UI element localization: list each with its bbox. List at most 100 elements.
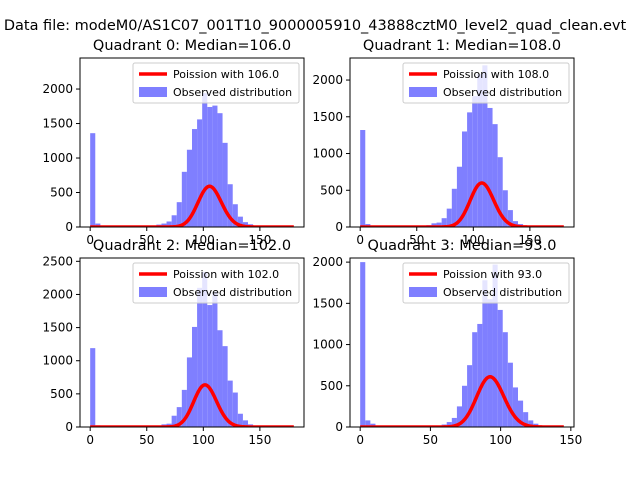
poisson-line (89, 383, 295, 427)
x-tick-label: 0 (86, 433, 94, 447)
y-tick-label: 2000 (42, 287, 73, 301)
histogram-bar (472, 96, 478, 227)
axes-frame (349, 257, 575, 428)
histogram-bar (237, 413, 243, 427)
histogram-bar (202, 271, 208, 427)
y-tick-label: 2000 (42, 82, 73, 96)
plot-area (89, 271, 295, 427)
y-tick-label: 1000 (312, 147, 343, 161)
x-tick-label: 150 (248, 433, 271, 447)
y-tick-label: 500 (50, 387, 73, 401)
histogram-bar (90, 348, 96, 427)
x-tick-label: 50 (139, 233, 154, 247)
x-tick-label: 150 (559, 433, 582, 447)
histogram-bar (456, 406, 462, 427)
histogram-bar (227, 380, 233, 427)
x-tick-label: 0 (356, 233, 364, 247)
histogram-bar (477, 74, 483, 227)
histogram-bar (232, 392, 238, 427)
y-tick-label: 1500 (42, 117, 73, 131)
legend-label: Poission with 93.0 (443, 268, 542, 281)
subplot-title: Quadrant 0: Median=106.0 (93, 38, 291, 54)
histogram-bar (197, 119, 203, 227)
histogram-bar (212, 291, 218, 427)
x-tick-label: 100 (192, 233, 215, 247)
y-tick-label: 1500 (42, 321, 73, 335)
histogram-bar (222, 142, 228, 227)
histogram-bar (502, 190, 508, 227)
legend-label: Observed distribution (173, 86, 292, 99)
histogram-bar (462, 131, 468, 227)
histogram-bar (171, 415, 177, 427)
x-tick-label: 0 (86, 233, 94, 247)
plot-area (89, 93, 295, 227)
histogram-bar (528, 420, 534, 427)
histogram-bar (242, 222, 248, 227)
histogram-bar (197, 287, 203, 427)
histogram-bar (207, 106, 213, 227)
histogram-bar (507, 210, 513, 227)
x-tick-label: 50 (409, 233, 424, 247)
histogram-bar (166, 221, 172, 227)
y-tick-label: 2500 (42, 254, 73, 268)
legend-bar-swatch (409, 287, 437, 297)
histogram-bar (181, 171, 187, 227)
histogram-bar (446, 208, 452, 227)
histogram-bar (207, 305, 213, 427)
histogram-bar (451, 188, 457, 227)
histogram-bar (451, 417, 457, 427)
y-tick-label: 1000 (312, 338, 343, 352)
legend-bar-swatch (409, 87, 437, 97)
y-tick-label: 2000 (312, 73, 343, 87)
histogram-bar (487, 107, 493, 227)
subplot-title: Quadrant 2: Median=102.0 (93, 238, 291, 254)
figure-suptitle: Data file: modeM0/AS1C07_001T10_90000059… (3, 18, 627, 34)
legend-label: Observed distribution (443, 286, 562, 299)
axes-frame (79, 57, 305, 228)
histogram-bar (192, 129, 198, 227)
histogram-bar (242, 420, 248, 427)
histogram-bar (202, 93, 208, 227)
histogram-bar (502, 332, 508, 427)
histogram-bar (436, 222, 442, 227)
histogram-bar (512, 221, 518, 227)
y-tick-label: 1500 (312, 110, 343, 124)
x-tick-label: 50 (139, 433, 154, 447)
histogram-bar (492, 124, 498, 227)
histogram-bar (176, 407, 182, 427)
histogram-bar (441, 218, 447, 227)
legend-label: Observed distribution (173, 286, 292, 299)
axes-frame (79, 257, 305, 428)
histogram-bar (446, 422, 452, 427)
histogram-bar (181, 389, 187, 427)
legend-box (402, 262, 570, 304)
y-tick-label: 1000 (42, 151, 73, 165)
y-tick-label: 0 (335, 420, 343, 434)
y-tick-label: 500 (320, 183, 343, 197)
histogram-bar (365, 420, 371, 427)
histogram-bar (360, 262, 366, 427)
histogram-bar (507, 362, 513, 427)
histogram-bar (523, 412, 529, 427)
histogram-bar (186, 149, 192, 227)
subplot-title: Quadrant 3: Median=93.0 (368, 238, 557, 254)
histogram-bar (482, 280, 488, 427)
y-tick-label: 0 (65, 420, 73, 434)
histogram-bar (186, 357, 192, 427)
x-tick-label: 0 (356, 433, 364, 447)
histogram-bar (512, 387, 518, 427)
y-tick-label: 0 (65, 220, 73, 234)
legend: Poission with 108.0 Observed distribution (402, 62, 570, 104)
x-tick-label: 150 (518, 233, 541, 247)
legend-label: Poission with 102.0 (173, 268, 279, 281)
poisson-line (359, 375, 565, 427)
x-tick-label: 100 (489, 433, 512, 447)
x-tick-label: 100 (462, 233, 485, 247)
y-tick-label: 1000 (42, 354, 73, 368)
histogram-bar (237, 216, 243, 227)
